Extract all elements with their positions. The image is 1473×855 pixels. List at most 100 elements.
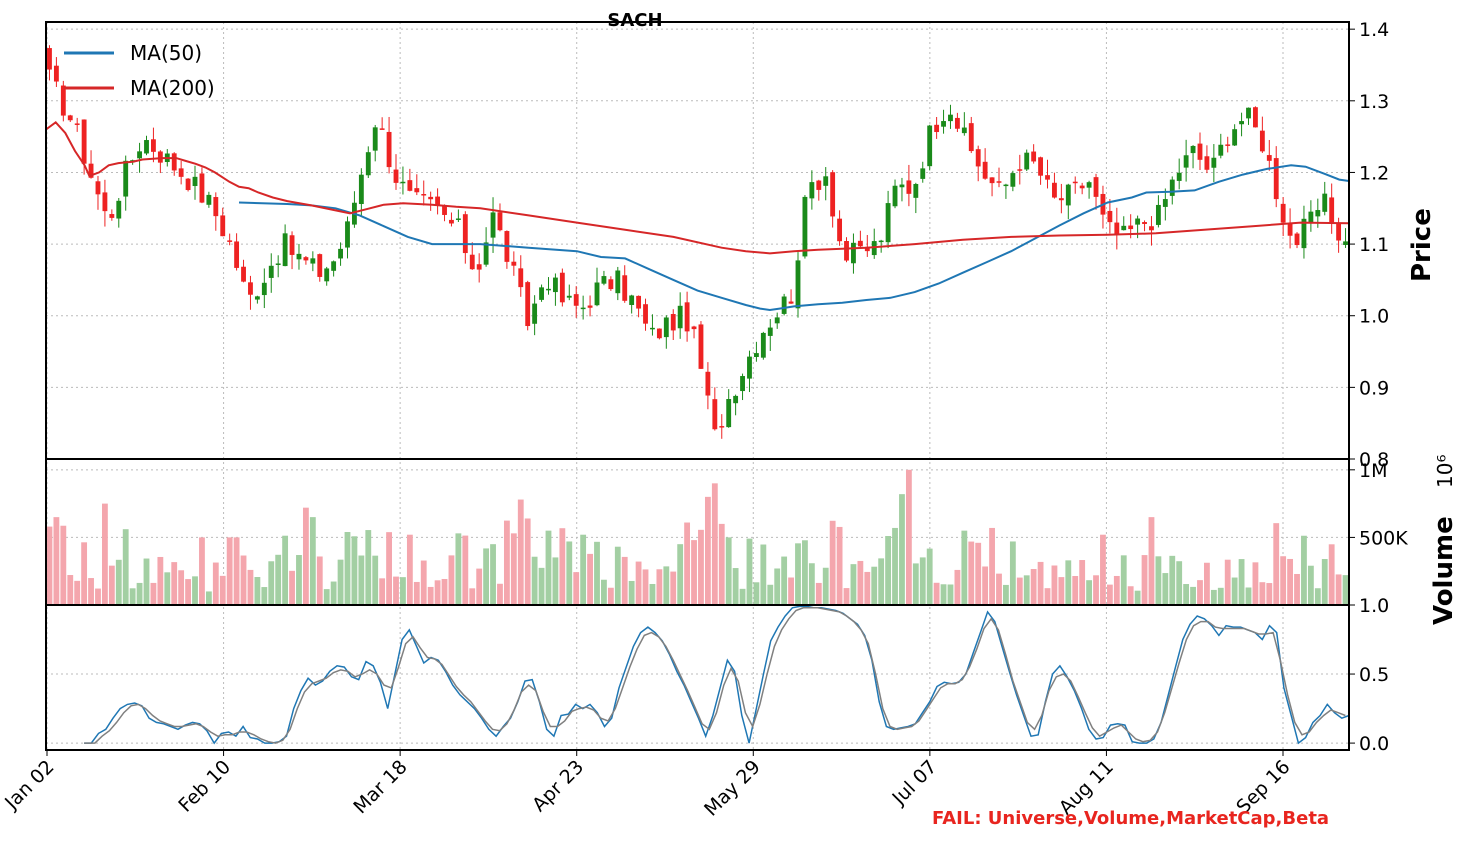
oscillator-tick-label: 0.0 (1359, 733, 1389, 755)
volume-tick-label: 1M (1359, 460, 1387, 482)
candle-body (1162, 199, 1168, 207)
volume-bar (337, 559, 344, 605)
volume-bar (1321, 559, 1328, 605)
candle-body (1149, 226, 1154, 231)
legend-label: MA(200) (130, 76, 215, 100)
volume-bar (968, 541, 975, 605)
volume-bar (767, 584, 774, 605)
candle-body (948, 114, 953, 122)
candle-body (192, 176, 198, 187)
candle-body (1135, 218, 1141, 225)
candle-body (1266, 155, 1272, 161)
candle-body (1301, 218, 1307, 249)
candle-body (483, 242, 489, 265)
candle-body (1017, 169, 1023, 171)
volume-bar (795, 543, 801, 605)
volume-bar (490, 544, 496, 605)
candle-body (1211, 157, 1217, 168)
volume-bar (261, 587, 268, 605)
candle-body (566, 295, 572, 298)
candle-body (656, 328, 662, 339)
volume-bar (1176, 561, 1183, 605)
volume-bar (989, 527, 995, 605)
volume-bar (309, 517, 316, 605)
volume-bar (1134, 590, 1141, 605)
candle-body (1114, 222, 1120, 235)
volume-bar (53, 517, 60, 605)
candle-body (691, 326, 697, 330)
candle-body (1038, 157, 1044, 176)
candle-body (608, 279, 614, 290)
volume-bar (524, 518, 531, 605)
candle-body (594, 282, 600, 306)
candle-body (88, 163, 94, 178)
volume-bar (448, 555, 455, 605)
volume-bar (926, 548, 933, 605)
candle-body (753, 353, 759, 357)
candle-body (968, 123, 974, 152)
volume-bar (746, 538, 753, 605)
volume-bar (316, 556, 323, 605)
volume-bar (1210, 589, 1217, 605)
candle-body (296, 253, 302, 260)
candle-body (733, 395, 739, 404)
candle-body (934, 124, 940, 133)
x-tick-label: Feb 10 (174, 756, 235, 817)
candle-body (157, 151, 163, 163)
volume-bar (1307, 565, 1314, 605)
volume-bar (545, 530, 552, 605)
volume-bar (517, 499, 524, 605)
volume-bar (497, 583, 503, 605)
candle-body (74, 123, 80, 125)
volume-bar (1204, 562, 1210, 605)
candle-body (740, 376, 745, 392)
volume-bar (656, 569, 663, 605)
volume-bar (739, 588, 746, 605)
volume-bar (164, 572, 171, 605)
candle-body (941, 121, 946, 127)
candle-body (1010, 173, 1016, 187)
candle-body (1343, 241, 1348, 245)
volume-bar (961, 530, 968, 605)
volume-bar (642, 569, 649, 605)
x-tick-label: Apr 23 (528, 756, 588, 816)
candle-body (1280, 203, 1286, 223)
volume-bar (74, 580, 81, 605)
candle-body (455, 218, 461, 220)
volume-bar (1328, 544, 1335, 605)
volume-bar (102, 503, 108, 605)
volume-tick-label: 500K (1359, 527, 1408, 549)
candle-body (518, 268, 524, 288)
volume-bar (829, 520, 836, 605)
volume-bar (1093, 575, 1099, 605)
volume-bar (129, 588, 136, 605)
volume-bar (296, 555, 302, 605)
volume-bar (1252, 562, 1259, 605)
volume-bar (1086, 580, 1093, 605)
candle-body (116, 200, 122, 219)
candle-body (864, 246, 870, 252)
volume-bar (552, 557, 559, 605)
legend: MA(50) MA(200) (64, 41, 215, 100)
candle-body (1308, 211, 1314, 223)
candle-body (622, 275, 628, 301)
price-tick-label: 1.0 (1359, 306, 1389, 328)
volume-bar (843, 588, 850, 605)
volume-bar (1301, 535, 1307, 605)
candle-body (629, 295, 635, 305)
candle-body (954, 117, 960, 129)
volume-bar (1266, 583, 1273, 605)
candle-body (996, 181, 1002, 183)
volume-bar (289, 570, 295, 605)
candle-body (1169, 179, 1175, 196)
candle-body (823, 176, 829, 186)
candle-body (407, 180, 413, 191)
candle-body (525, 282, 531, 327)
candle-body (476, 264, 482, 270)
volume-bar (358, 555, 365, 605)
candle-body (268, 265, 274, 278)
volume-bar (1259, 582, 1266, 605)
candle-body (636, 295, 642, 309)
volume-bar (420, 560, 427, 605)
volume-bar (469, 588, 476, 605)
